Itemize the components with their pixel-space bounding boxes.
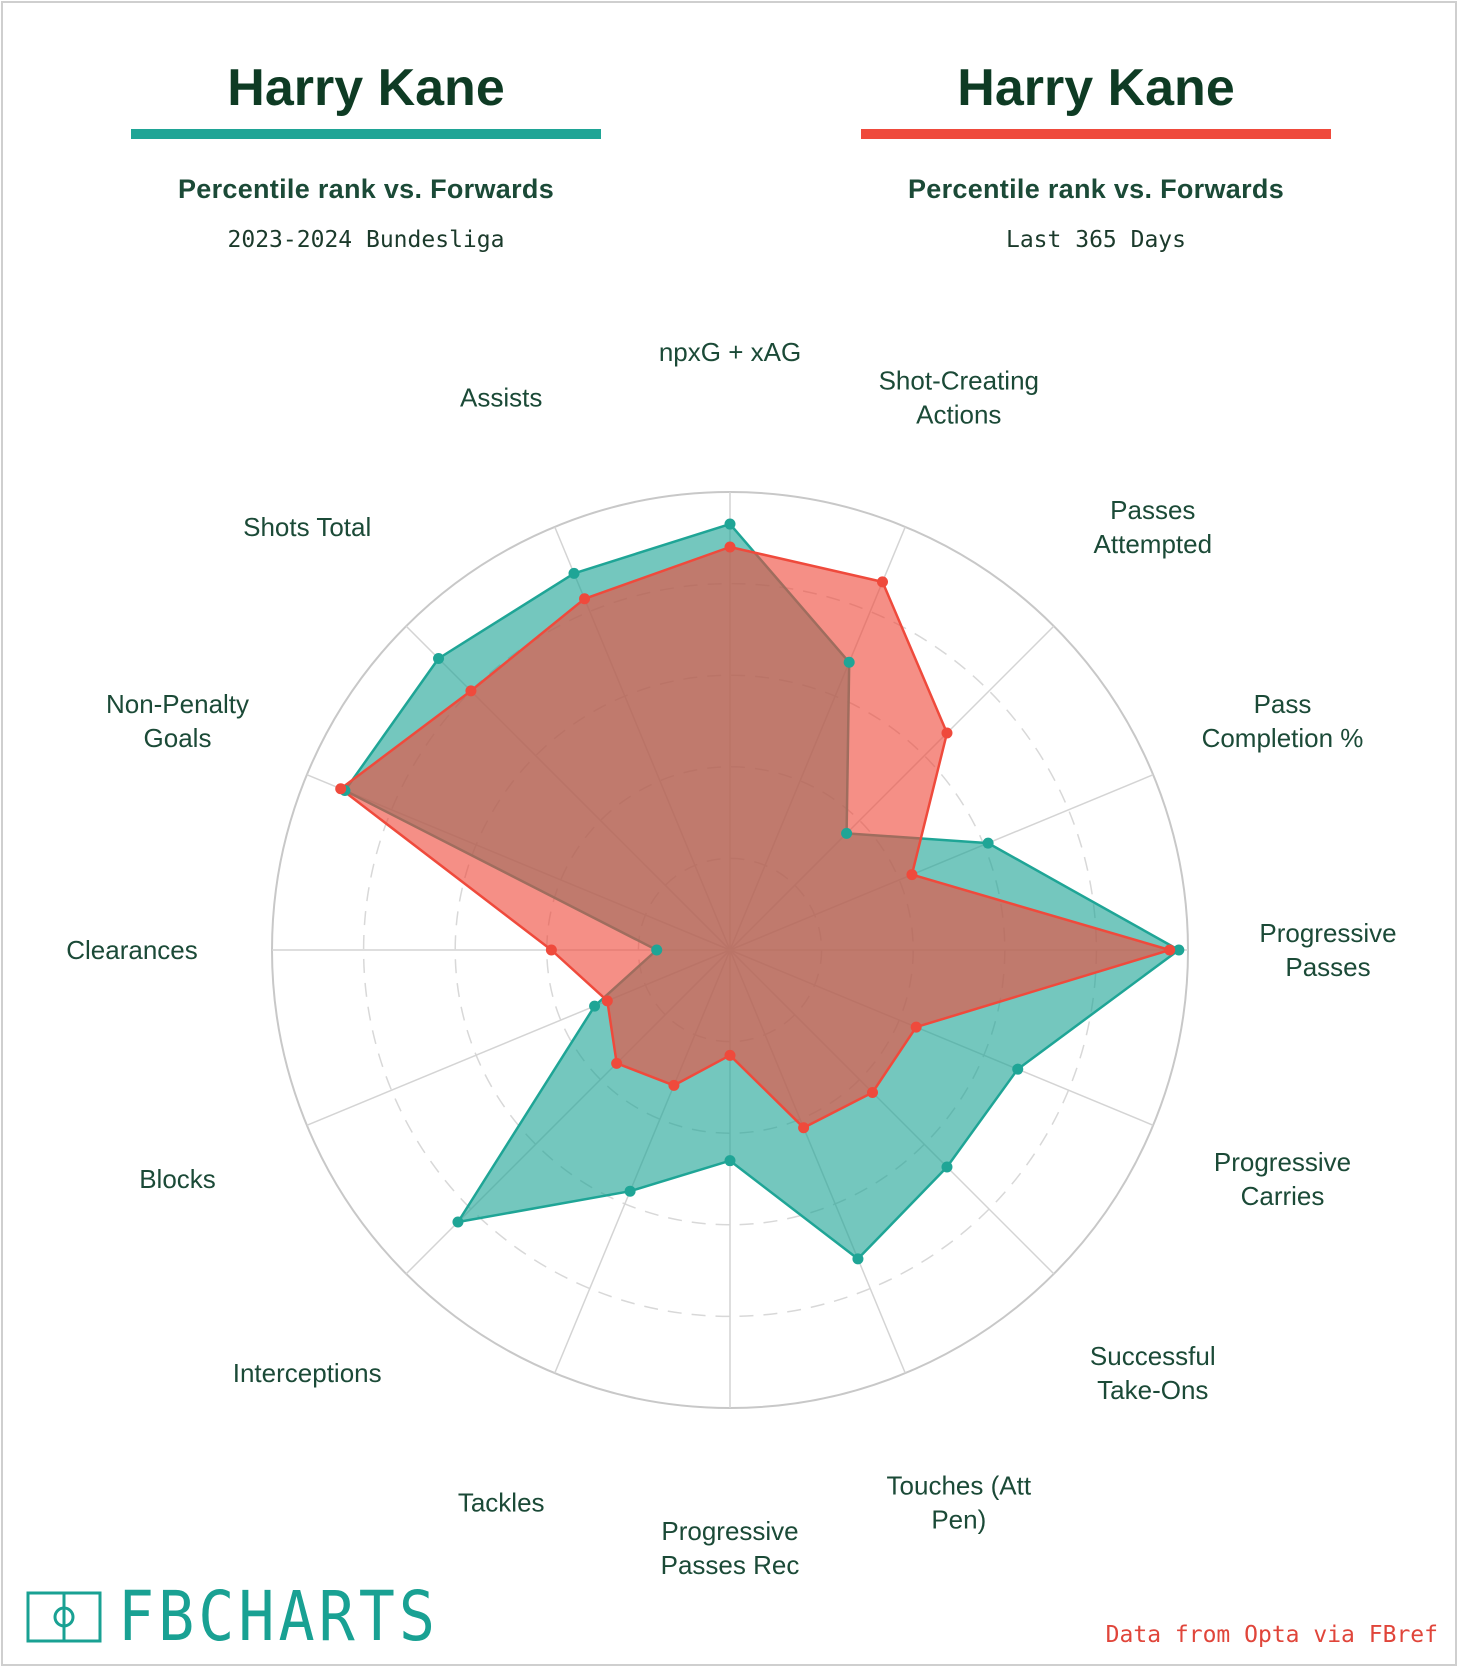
series-1-point-10	[452, 1216, 464, 1228]
category-label-10: Interceptions	[233, 1358, 382, 1388]
series-2-point-11	[601, 995, 613, 1007]
series-1-point-12	[651, 944, 663, 956]
series-1-point-4	[1173, 944, 1185, 956]
data-credit: Data from Opta via FBref	[1105, 1622, 1438, 1648]
series-2-point-6	[866, 1086, 878, 1098]
category-label-14: Shots Total	[243, 512, 371, 542]
series-1-point-0	[724, 518, 736, 530]
series-2-point-15	[579, 593, 591, 605]
series-1-point-15	[568, 567, 580, 579]
category-label-8: Progressive Passes Rec	[661, 1516, 800, 1580]
series-1-point-2	[841, 827, 853, 839]
category-label-9: Tackles	[458, 1488, 545, 1518]
series-1-point-6	[941, 1161, 953, 1173]
series-2-point-5	[910, 1021, 922, 1033]
right-header: Harry Kane Percentile rank vs. Forwards …	[836, 0, 1356, 253]
series-2-point-0	[724, 541, 736, 553]
fbcharts-logo: FBCHARTS	[26, 1577, 439, 1657]
series-2-point-4	[1164, 944, 1176, 956]
category-label-11: Blocks	[139, 1164, 216, 1194]
category-label-13: Non-Penalty Goals	[106, 689, 249, 753]
series-2-point-7	[798, 1122, 810, 1134]
series-2-point-2	[941, 727, 953, 739]
category-label-0: npxG + xAG	[659, 337, 801, 367]
category-label-5: Progressive Carries	[1214, 1147, 1351, 1211]
series-1-point-8	[724, 1155, 736, 1167]
category-label-15: Assists	[460, 383, 542, 413]
series-1-point-9	[624, 1185, 636, 1197]
category-label-6: Successful Take-Ons	[1090, 1341, 1216, 1405]
right-player-name: Harry Kane	[957, 59, 1235, 117]
series-1-point-14	[433, 653, 445, 665]
category-label-1: Shot-Creating Actions	[879, 366, 1039, 430]
right-series-color-bar	[861, 129, 1331, 139]
right-subtitle: Percentile rank vs. Forwards	[907, 174, 1285, 204]
series-2-point-9	[668, 1079, 680, 1091]
series-1-point-11	[589, 1000, 601, 1012]
series-2-point-13	[335, 783, 347, 795]
logo-text: FBCHARTS	[118, 1576, 439, 1658]
left-context: 2023-2024 Bundesliga	[227, 227, 505, 253]
pitch-icon	[26, 1591, 102, 1643]
left-player-name: Harry Kane	[227, 59, 505, 117]
right-context: Last 365 Days	[1005, 227, 1186, 253]
series-1-point-7	[852, 1253, 864, 1265]
category-label-2: Passes Attempted	[1094, 495, 1213, 559]
category-label-12: Clearances	[66, 935, 198, 965]
series-1-point-3	[982, 837, 994, 849]
series-2-point-8	[724, 1049, 736, 1061]
left-subtitle: Percentile rank vs. Forwards	[177, 174, 555, 204]
series-2-point-12	[545, 944, 557, 956]
left-header: Harry Kane Percentile rank vs. Forwards …	[106, 0, 626, 253]
category-label-4: Progressive Passes	[1259, 918, 1396, 982]
category-label-3: Pass Completion %	[1202, 689, 1364, 753]
category-label-7: Touches (Att Pen)	[887, 1471, 1032, 1535]
series-2-point-1	[876, 576, 888, 588]
series-2-point-14	[465, 685, 477, 697]
series-1-point-1	[843, 656, 855, 668]
series-2-point-3	[906, 869, 918, 881]
left-series-color-bar	[131, 129, 601, 139]
series-1-point-5	[1012, 1063, 1024, 1075]
series-2-point-10	[611, 1057, 623, 1069]
